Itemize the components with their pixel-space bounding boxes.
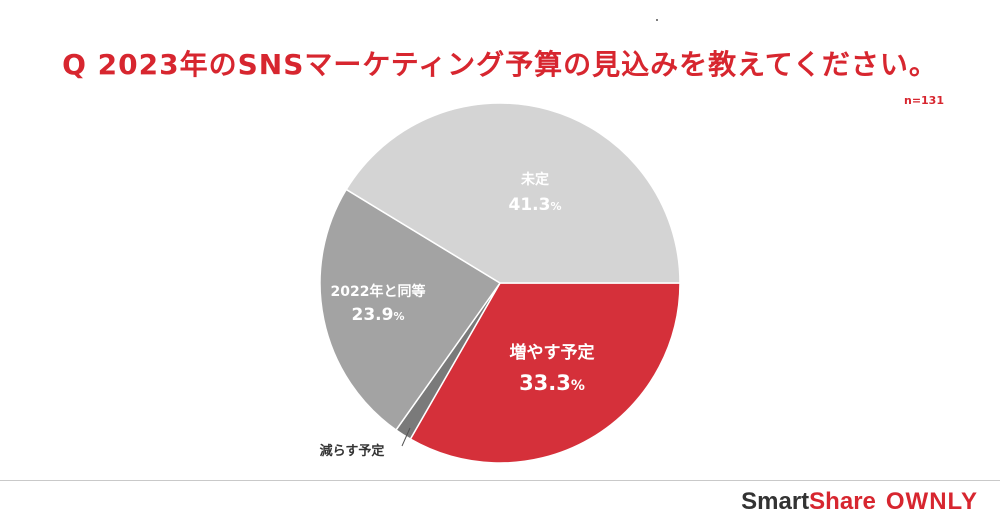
pie-slice-3 — [319, 188, 502, 431]
brand-smart: Smart — [741, 488, 810, 515]
chart-title: Q 2023年のSNSマーケティング予算の見込みを教えてください。 — [62, 48, 938, 81]
footer-divider — [0, 480, 1000, 481]
slice-label-2: 減らす予定 — [320, 443, 385, 459]
slice-label-1: 増やす予定 — [510, 342, 595, 363]
brand-ownly: OWNLY — [885, 488, 978, 515]
slice-value-1: 33.3% — [519, 371, 585, 395]
decorative-dot — [656, 19, 658, 21]
slice-label-4: 未定 — [521, 171, 549, 188]
leader-line-2 — [401, 427, 411, 447]
pie-slice-4 — [345, 102, 681, 284]
pie-slice-1 — [409, 282, 681, 464]
slice-value-4: 41.3% — [509, 195, 562, 215]
sample-size-label: n=131 — [903, 94, 944, 107]
brand-share: Share — [809, 488, 876, 515]
slice-label-3: 2022年と同等 — [331, 283, 426, 300]
brand-logo: SmartShare OWNLY — [741, 488, 978, 516]
pie-chart: 増やす予定 33.3% 減らす予定 2022年と同等 23.9% 未定 41.3% — [319, 102, 681, 464]
slice-value-3: 23.9% — [352, 305, 405, 325]
